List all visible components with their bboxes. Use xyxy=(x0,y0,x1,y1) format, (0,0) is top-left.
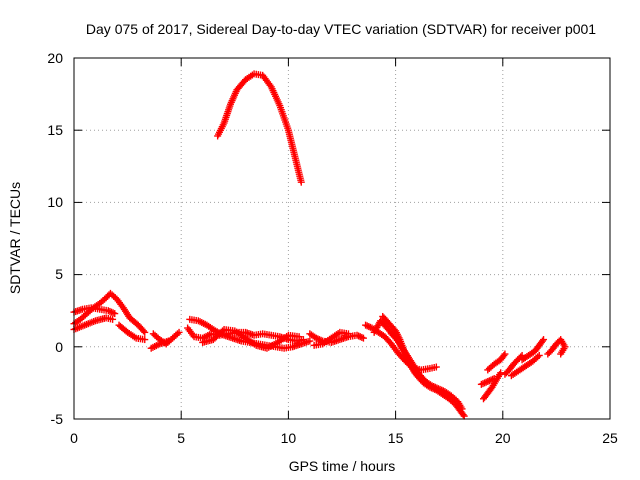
data-point xyxy=(534,353,542,361)
data-point xyxy=(482,378,490,386)
data-point xyxy=(487,376,495,384)
x-tick-label: 20 xyxy=(495,430,511,446)
data-point xyxy=(432,363,440,371)
data-point xyxy=(141,336,149,344)
data-point xyxy=(358,333,366,341)
y-tick-label: 0 xyxy=(55,339,63,355)
y-tick-label: 5 xyxy=(55,266,63,282)
data-point xyxy=(312,334,320,342)
data-point xyxy=(111,310,119,318)
data-point xyxy=(428,382,436,390)
data-point xyxy=(460,412,468,420)
data-point xyxy=(481,379,489,387)
data-point xyxy=(175,328,183,336)
data-point xyxy=(459,411,467,419)
data-point xyxy=(353,331,361,339)
data-point xyxy=(315,336,323,344)
x-tick-label: 15 xyxy=(388,430,404,446)
data-point xyxy=(363,322,371,330)
data-point xyxy=(173,330,181,338)
chart-title: Day 075 of 2017, Sidereal Day-to-day VTE… xyxy=(86,21,596,37)
data-point xyxy=(422,379,430,387)
data-point xyxy=(540,336,548,344)
x-tick-label: 25 xyxy=(602,430,618,446)
data-point xyxy=(458,405,466,413)
data-point xyxy=(355,332,363,340)
data-point xyxy=(489,375,497,383)
data-point xyxy=(139,327,147,335)
data-point xyxy=(538,337,546,345)
data-point xyxy=(434,385,442,393)
data-point xyxy=(485,377,493,385)
data-point xyxy=(490,375,498,383)
data-point xyxy=(104,307,112,315)
y-tick-label: 10 xyxy=(47,194,63,210)
y-axis-title: SDTVAR / TECUs xyxy=(7,182,23,294)
data-point xyxy=(430,383,438,391)
data-point xyxy=(433,384,441,392)
x-axis-title: GPS time / hours xyxy=(289,458,396,474)
data-point xyxy=(484,377,492,385)
data-point xyxy=(219,327,227,335)
x-tick-label: 5 xyxy=(177,430,185,446)
y-tick-label: -5 xyxy=(51,411,64,427)
data-point xyxy=(365,323,373,331)
data-point xyxy=(479,380,487,388)
data-point xyxy=(501,350,509,358)
data-point xyxy=(477,380,485,388)
data-point xyxy=(141,328,149,336)
data-point xyxy=(108,308,116,316)
data-point xyxy=(109,309,117,317)
data-point xyxy=(557,350,565,358)
grid-lines xyxy=(74,58,610,419)
data-point xyxy=(306,337,314,345)
data-point xyxy=(424,380,432,388)
data-point xyxy=(359,334,367,342)
data-point xyxy=(438,386,446,394)
data-point xyxy=(431,383,439,391)
data-point xyxy=(344,330,352,338)
data-point xyxy=(106,307,114,315)
data-point xyxy=(535,351,543,359)
data-point xyxy=(164,337,172,345)
data-point xyxy=(500,351,508,359)
data-point xyxy=(295,333,303,341)
data-point xyxy=(109,315,117,323)
axis-ticks xyxy=(73,57,611,420)
data-point xyxy=(356,333,364,341)
data-point xyxy=(297,178,305,186)
y-tick-label: 15 xyxy=(47,122,63,138)
data-point xyxy=(362,321,370,329)
x-tick-label: 10 xyxy=(281,430,297,446)
plot-frame xyxy=(73,57,611,420)
y-tick-label: 20 xyxy=(47,50,63,66)
data-point xyxy=(436,385,444,393)
data-points xyxy=(70,70,569,420)
x-tick-label: 0 xyxy=(70,430,78,446)
